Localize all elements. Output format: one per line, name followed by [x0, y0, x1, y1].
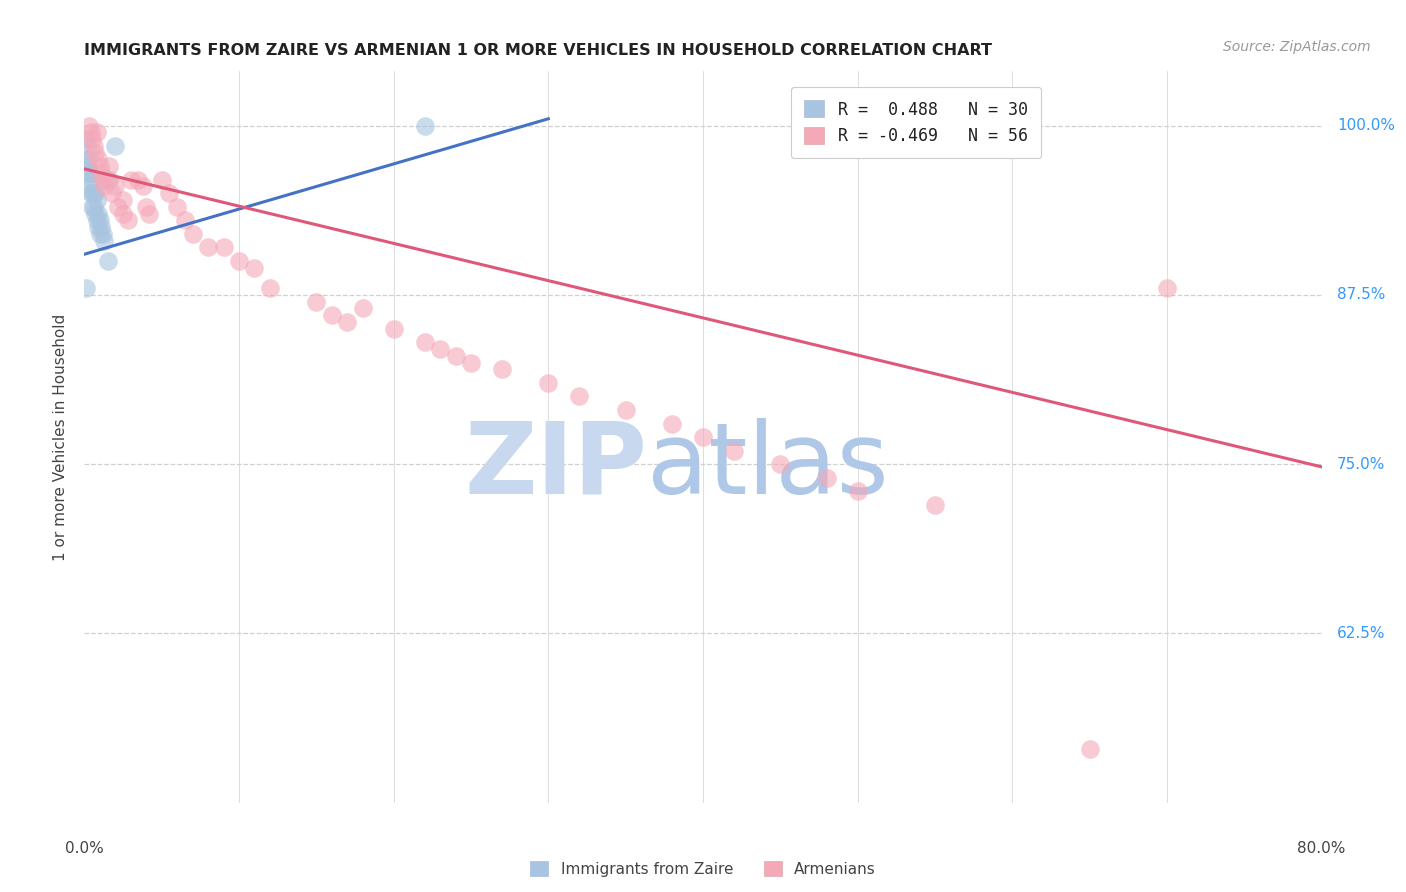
Point — [444, 349, 467, 363]
Point — [86, 125, 108, 139]
Point — [82, 186, 104, 201]
Point — [79, 186, 101, 201]
Point — [98, 159, 121, 173]
Text: 62.5%: 62.5% — [1337, 626, 1385, 641]
Point — [93, 179, 115, 194]
Point — [336, 315, 359, 329]
Point — [135, 200, 157, 214]
Point — [321, 308, 343, 322]
Point — [132, 179, 155, 194]
Y-axis label: 1 or more Vehicles in Household: 1 or more Vehicles in Household — [53, 313, 69, 561]
Point — [150, 172, 173, 186]
Text: 87.5%: 87.5% — [1337, 287, 1385, 302]
Point — [86, 213, 108, 227]
Point — [305, 294, 328, 309]
Point — [181, 227, 204, 241]
Point — [75, 132, 97, 146]
Point — [83, 139, 105, 153]
Point — [90, 166, 112, 180]
Point — [77, 119, 100, 133]
Point — [76, 159, 98, 173]
Point — [84, 186, 107, 201]
Text: 100.0%: 100.0% — [1337, 118, 1395, 133]
Point — [460, 355, 482, 369]
Point — [117, 213, 139, 227]
Point — [413, 119, 436, 133]
Point — [112, 193, 135, 207]
Point — [82, 132, 104, 146]
Point — [91, 227, 114, 241]
Point — [83, 186, 105, 201]
Point — [723, 443, 745, 458]
Point — [1078, 741, 1101, 756]
Point — [83, 200, 105, 214]
Point — [96, 172, 118, 186]
Point — [79, 166, 101, 180]
Text: 80.0%: 80.0% — [1298, 841, 1346, 855]
Point — [84, 206, 107, 220]
Point — [212, 240, 235, 254]
Point — [89, 213, 111, 227]
Point — [75, 281, 97, 295]
Point — [96, 254, 118, 268]
Text: 75.0%: 75.0% — [1337, 457, 1385, 472]
Point — [89, 159, 111, 173]
Point — [104, 179, 127, 194]
Point — [429, 342, 451, 356]
Text: 0.0%: 0.0% — [65, 841, 104, 855]
Point — [197, 240, 219, 254]
Point — [75, 153, 97, 167]
Point — [159, 186, 180, 201]
Point — [166, 200, 188, 214]
Text: IMMIGRANTS FROM ZAIRE VS ARMENIAN 1 OR MORE VEHICLES IN HOUSEHOLD CORRELATION CH: IMMIGRANTS FROM ZAIRE VS ARMENIAN 1 OR M… — [84, 43, 993, 58]
Point — [82, 200, 104, 214]
Point — [77, 179, 100, 194]
Point — [692, 430, 714, 444]
Point — [101, 186, 124, 201]
Point — [138, 206, 160, 220]
Legend: Immigrants from Zaire, Armenians: Immigrants from Zaire, Armenians — [524, 855, 882, 883]
Point — [87, 206, 110, 220]
Point — [537, 376, 560, 390]
Point — [382, 322, 405, 336]
Point — [120, 172, 142, 186]
Point — [228, 254, 250, 268]
Point — [924, 498, 946, 512]
Point — [76, 139, 98, 153]
Point — [127, 172, 149, 186]
Text: Source: ZipAtlas.com: Source: ZipAtlas.com — [1223, 40, 1371, 54]
Point — [1156, 281, 1178, 295]
Point — [77, 166, 100, 180]
Point — [87, 220, 110, 235]
Point — [79, 125, 101, 139]
Text: ZIP: ZIP — [464, 417, 647, 515]
Point — [413, 335, 436, 350]
Point — [815, 471, 838, 485]
Point — [87, 153, 110, 167]
Point — [98, 172, 121, 186]
Point — [104, 139, 127, 153]
Point — [352, 301, 374, 316]
Point — [77, 153, 100, 167]
Point — [491, 362, 513, 376]
Point — [84, 145, 107, 160]
Point — [174, 213, 197, 227]
Point — [107, 200, 129, 214]
Point — [93, 234, 115, 248]
Point — [82, 172, 104, 186]
Point — [89, 227, 111, 241]
Point — [614, 403, 637, 417]
Point — [91, 172, 114, 186]
Point — [568, 389, 591, 403]
Point — [846, 484, 869, 499]
Point — [259, 281, 281, 295]
Text: atlas: atlas — [647, 417, 889, 515]
Point — [661, 417, 683, 431]
Point — [90, 220, 112, 235]
Point — [86, 193, 108, 207]
Point — [112, 206, 135, 220]
Point — [243, 260, 266, 275]
Point — [769, 457, 792, 471]
